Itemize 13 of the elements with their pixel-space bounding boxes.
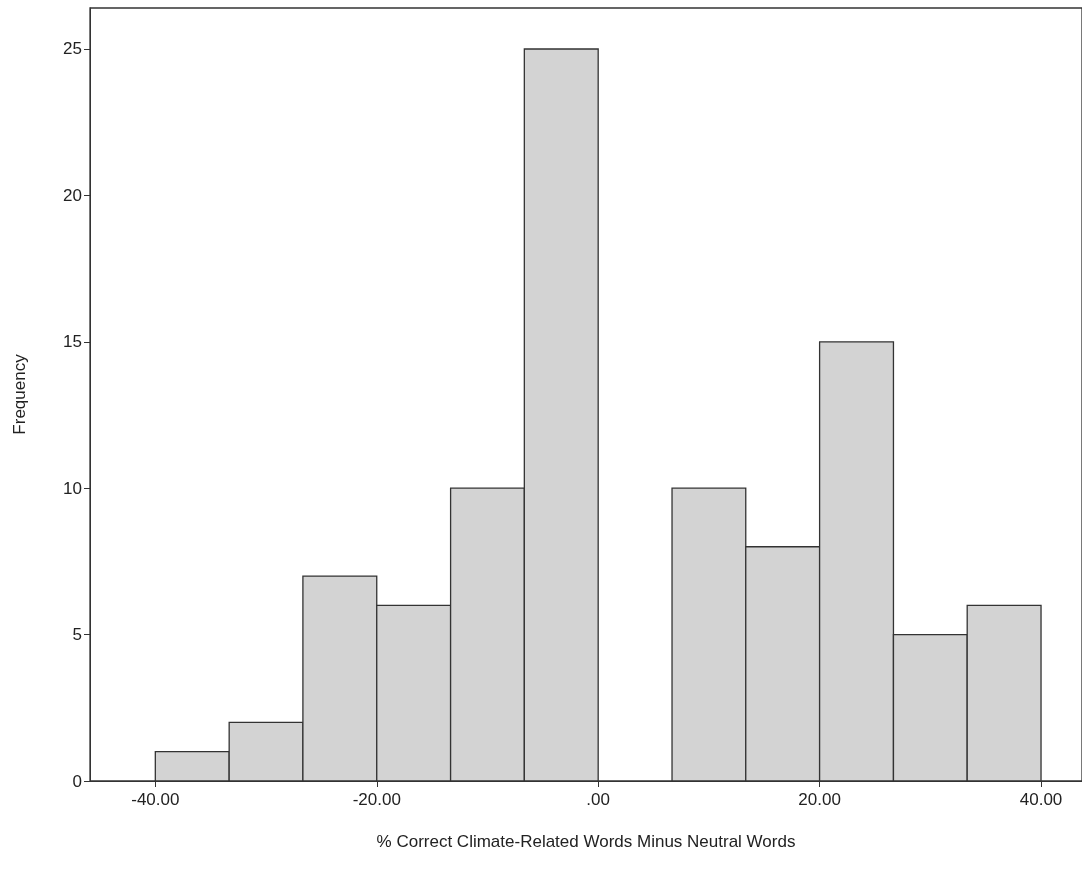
x-axis-title: % Correct Climate-Related Words Minus Neutral Words xyxy=(376,832,796,851)
x-tick-label: -20.00 xyxy=(352,790,401,809)
x-tick-label: 40.00 xyxy=(1019,790,1063,809)
x-tick-label: -40.00 xyxy=(131,790,180,809)
y-tick-label: 0 xyxy=(72,771,82,791)
x-tick-label: .00 xyxy=(586,790,610,809)
x-tick-label: 20.00 xyxy=(798,790,841,809)
y-tick-label: 10 xyxy=(63,478,82,498)
y-tick-label: 25 xyxy=(63,39,82,59)
y-tick-label: 15 xyxy=(63,332,82,352)
y-tick-label: 20 xyxy=(63,185,82,205)
y-axis-title: Frequency xyxy=(10,353,29,435)
y-tick-label: 5 xyxy=(72,625,82,645)
